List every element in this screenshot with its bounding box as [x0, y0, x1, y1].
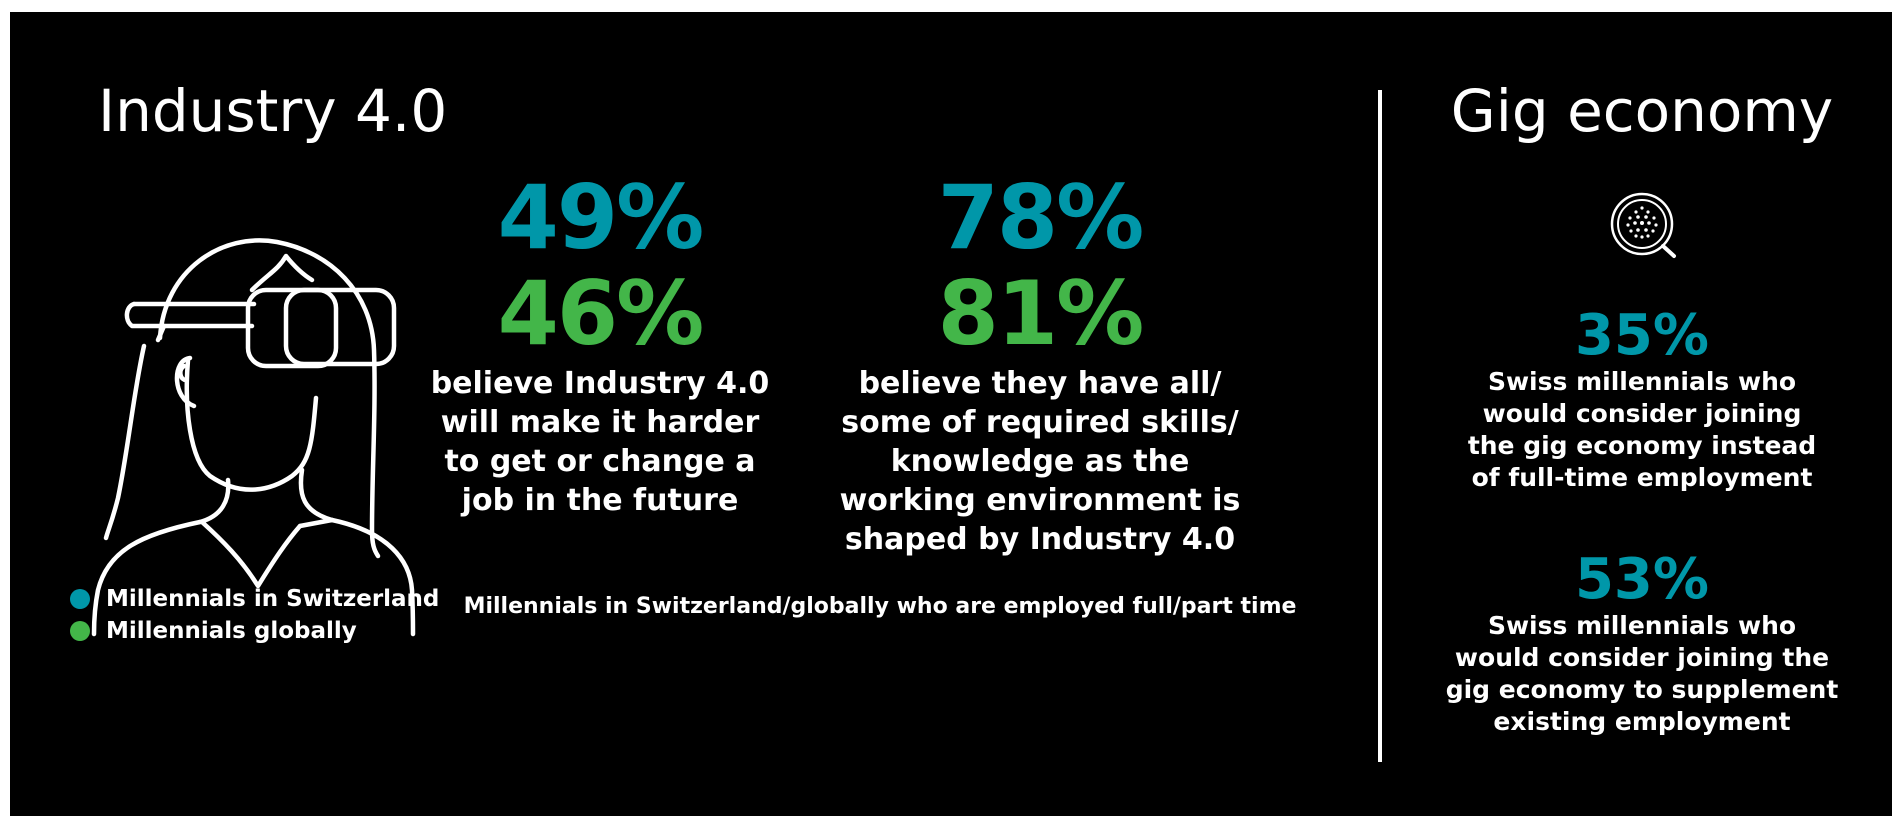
stat-description-line: knowledge as the — [890, 444, 1190, 479]
legend-item-global: Millennials globally — [70, 618, 357, 644]
stat-description-2: believe they have all/ some of required … — [800, 364, 1280, 559]
vr-headset-person-icon — [91, 238, 416, 637]
stat-description-1: believe Industry 4.0 will make it harder… — [380, 364, 820, 520]
stat-swiss-value-1: 49% — [497, 166, 705, 269]
gig-description-line: Swiss millennials who — [1487, 611, 1797, 640]
legend-label-global: Millennials globally — [106, 618, 357, 644]
gig-stat-value-2: 53% — [1574, 547, 1710, 612]
stat-global-value-2: 81% — [937, 262, 1145, 365]
stat-description-line: believe Industry 4.0 — [430, 366, 770, 401]
footnote: Millennials in Switzerland/globally who … — [463, 594, 1297, 619]
stat-description-line: will make it harder — [440, 405, 760, 440]
gig-description-line: existing employment — [1493, 707, 1791, 736]
stat-description-line: shaped by Industry 4.0 — [844, 522, 1236, 557]
stat-description-line: to get or change a — [444, 444, 756, 479]
gig-description-line: gig economy to supplement — [1445, 675, 1839, 704]
stat-global-value-1: 46% — [497, 262, 705, 365]
legend-dot-switzerland — [70, 589, 90, 609]
legend-dot-global — [70, 621, 90, 641]
gig-description-line: of full-time employment — [1471, 463, 1813, 492]
section-title-industry: Industry 4.0 — [98, 77, 448, 145]
section-title-gig: Gig economy — [1450, 77, 1834, 145]
stat-description-line: job in the future — [461, 483, 739, 518]
gig-description-line: would consider joining — [1482, 399, 1802, 428]
gig-stat-value-1: 35% — [1574, 303, 1710, 368]
legend-item-switzerland: Millennials in Switzerland — [70, 586, 439, 612]
section-divider — [1378, 90, 1382, 762]
gig-stat-description-2: Swiss millennials who would consider joi… — [1392, 610, 1892, 738]
gig-description-line: Swiss millennials who — [1487, 367, 1797, 396]
stat-description-line: some of required skills/ — [841, 405, 1239, 440]
gig-description-line: would consider joining the — [1454, 643, 1830, 672]
stat-description-line: working environment is — [839, 483, 1241, 518]
stat-description-line: believe they have all/ — [858, 366, 1222, 401]
stat-swiss-value-2: 78% — [937, 166, 1145, 269]
gig-stat-description-1: Swiss millennials who would consider joi… — [1392, 366, 1892, 494]
magnifier-dots-icon — [1610, 192, 1676, 258]
infographic-canvas: Industry 4.0 — [10, 12, 1892, 816]
gig-description-line: the gig economy instead — [1467, 431, 1817, 460]
legend-label-switzerland: Millennials in Switzerland — [106, 586, 440, 612]
